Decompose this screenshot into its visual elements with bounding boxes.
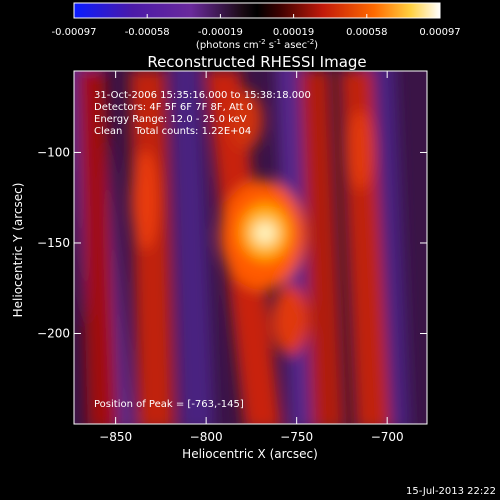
info-block: 31-Oct-2006 15:35:16.000 to 15:38:18.000… — [94, 90, 311, 137]
colorbar-tick-label: -0.00058 — [125, 27, 170, 38]
x-axis-ticks: −850 −800 −750 −700 — [99, 71, 404, 444]
colorbar-tick-label: 0.00058 — [346, 27, 387, 38]
heatmap-peak-core — [253, 221, 277, 245]
colorbar-tick-label: 0.00097 — [419, 27, 460, 38]
y-axis-label: Heliocentric Y (arcsec) — [11, 183, 25, 318]
heatmap-band — [170, 71, 215, 424]
y-tick-label: −200 — [37, 326, 70, 340]
heatmap-band — [78, 71, 118, 424]
y-tick-label: −100 — [37, 145, 70, 159]
info-line-detectors: Detectors: 4F 5F 6F 7F 8F, Att 0 — [94, 102, 253, 113]
heatmap-image — [74, 71, 427, 424]
info-line-counts: Clean Total counts: 1.22E+04 — [94, 126, 251, 137]
y-tick-label: −150 — [37, 236, 70, 250]
colorbar-tick-label: -0.00019 — [198, 27, 243, 38]
x-tick-label: −850 — [99, 430, 132, 444]
x-tick-label: −800 — [190, 430, 223, 444]
heatmap-blob — [346, 110, 374, 190]
info-line-time: 31-Oct-2006 15:35:16.000 to 15:38:18.000 — [94, 90, 311, 101]
plot-frame — [73, 70, 428, 425]
colorbar — [73, 2, 441, 19]
footer-date: 15-Jul-2013 22:22 — [406, 486, 496, 497]
x-tick-label: −750 — [280, 430, 313, 444]
heatmap-blob — [272, 285, 308, 355]
colorbar-tick-label: -0.00097 — [52, 27, 97, 38]
chart-title: Reconstructed RHESSI Image — [147, 53, 366, 71]
colorbar-ticks: -0.00097 -0.00058 -0.00019 0.00019 0.00058 0.… — [52, 14, 461, 38]
info-line-energy: Energy Range: 12.0 - 25.0 keV — [94, 114, 247, 125]
y-axis-ticks: −100 −150 −200 — [37, 145, 427, 340]
heatmap-blob — [131, 150, 159, 250]
x-axis-label: Heliocentric X (arcsec) — [182, 447, 318, 461]
heatmap-band — [300, 71, 345, 424]
heatmap-blob — [227, 90, 263, 150]
colorbar-tick-label: 0.00019 — [273, 27, 314, 38]
x-tick-label: −700 — [371, 430, 404, 444]
colorbar-unit-label: (photons cm-2 s-1 asec-2) — [196, 38, 318, 51]
peak-position-label: Position of Peak = [-763,-145] — [94, 399, 244, 410]
